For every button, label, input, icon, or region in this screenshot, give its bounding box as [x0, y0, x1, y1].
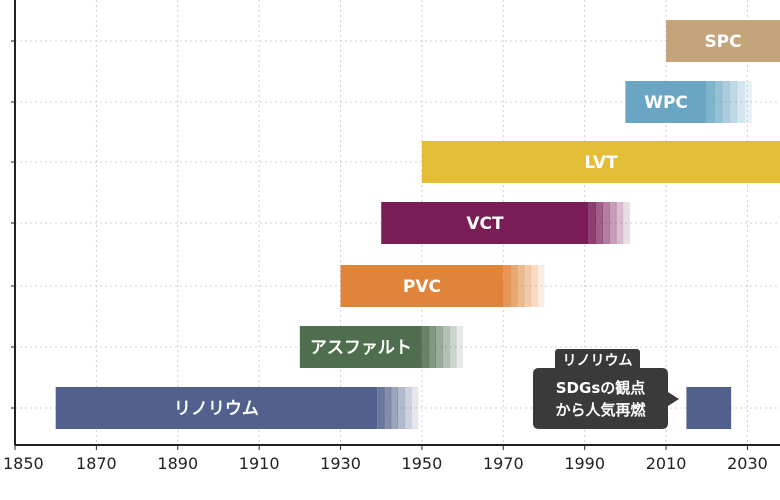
bar-label: LVT: [584, 153, 618, 173]
bar-fade-segment: [404, 387, 412, 429]
bar-5: アスファルト: [299, 326, 464, 368]
callout-box: [533, 368, 679, 429]
x-tick-label: 2010: [646, 454, 687, 473]
revival-bar: [686, 387, 732, 429]
bar-solid: [625, 81, 707, 123]
bar-fade-segment: [588, 202, 597, 244]
axes: [11, 0, 780, 446]
x-tick-label: 1990: [564, 454, 605, 473]
x-tick-label: 1850: [3, 454, 44, 473]
bar-fade-segment: [595, 202, 603, 244]
bar-solid: [421, 141, 780, 183]
x-tick-label: 1930: [320, 454, 361, 473]
bar-fade-segment: [729, 81, 738, 123]
bar-label: PVC: [403, 277, 441, 297]
bar-1: WPC: [625, 81, 753, 123]
bar-6: リノリウム: [55, 387, 419, 429]
bar-solid: [55, 387, 378, 429]
bar-2: LVT: [421, 141, 780, 183]
bar-solid: [299, 326, 422, 368]
bar-fade-segment: [744, 81, 753, 123]
bar-fade-segment: [615, 202, 624, 244]
bar-fade-segment: [622, 202, 630, 244]
bar-0: SPC: [666, 20, 780, 62]
bar-fade-segment: [510, 265, 518, 307]
bar-fade-segment: [442, 326, 450, 368]
bar-fade-segment: [537, 265, 545, 307]
bar-solid: [666, 20, 780, 62]
bar-4: PVC: [340, 265, 545, 307]
bar-fade-segment: [706, 81, 715, 123]
bar-fade-segment: [428, 326, 436, 368]
x-tick-label: 1910: [239, 454, 280, 473]
callout-line-2: から人気再燃: [555, 401, 646, 419]
x-tick-label: 1970: [483, 454, 524, 473]
x-tick-label: 2030: [727, 454, 768, 473]
bar-fade-segment: [602, 202, 610, 244]
bar-label: VCT: [466, 214, 504, 234]
bar-fade-segment: [449, 326, 457, 368]
bar-fade-segment: [383, 387, 392, 429]
bar-solid: [340, 265, 504, 307]
bar-fade-segment: [411, 387, 419, 429]
bar-fade-segment: [377, 387, 385, 429]
bar-label: SPC: [704, 32, 741, 52]
bar-fade-segment: [421, 326, 430, 368]
bar-label: WPC: [644, 93, 688, 113]
bar-fade-segment: [455, 326, 464, 368]
callout-line-1: SDGsの観点: [556, 379, 646, 397]
bar-label: リノリウム: [174, 399, 259, 419]
bar-fade-segment: [721, 81, 730, 123]
bar-fade-segment: [397, 387, 405, 429]
bar-fade-segment: [516, 265, 525, 307]
x-tick-label: 1870: [76, 454, 117, 473]
bar-solid: [381, 202, 589, 244]
bar-fade-segment: [390, 387, 398, 429]
bar-3: VCT: [381, 202, 630, 244]
callout-title-tab: [555, 349, 640, 371]
bar-label: アスファルト: [310, 338, 412, 358]
bar-fade-segment: [714, 81, 723, 123]
callout-title: リノリウム: [563, 353, 633, 369]
x-tick-label: 1950: [402, 454, 443, 473]
bar-fade-segment: [523, 265, 531, 307]
bar-fade-segment: [609, 202, 617, 244]
bar-fade-segment: [435, 326, 443, 368]
bar-fade-segment: [503, 265, 511, 307]
x-tick-labels: 1850 1870 1890 1910 1930 1950 1970 1990 2010 2030: [3, 445, 768, 473]
x-tick-label: 1890: [157, 454, 198, 473]
bar-fade-segment: [736, 81, 745, 123]
bar-fade-segment: [530, 265, 538, 307]
